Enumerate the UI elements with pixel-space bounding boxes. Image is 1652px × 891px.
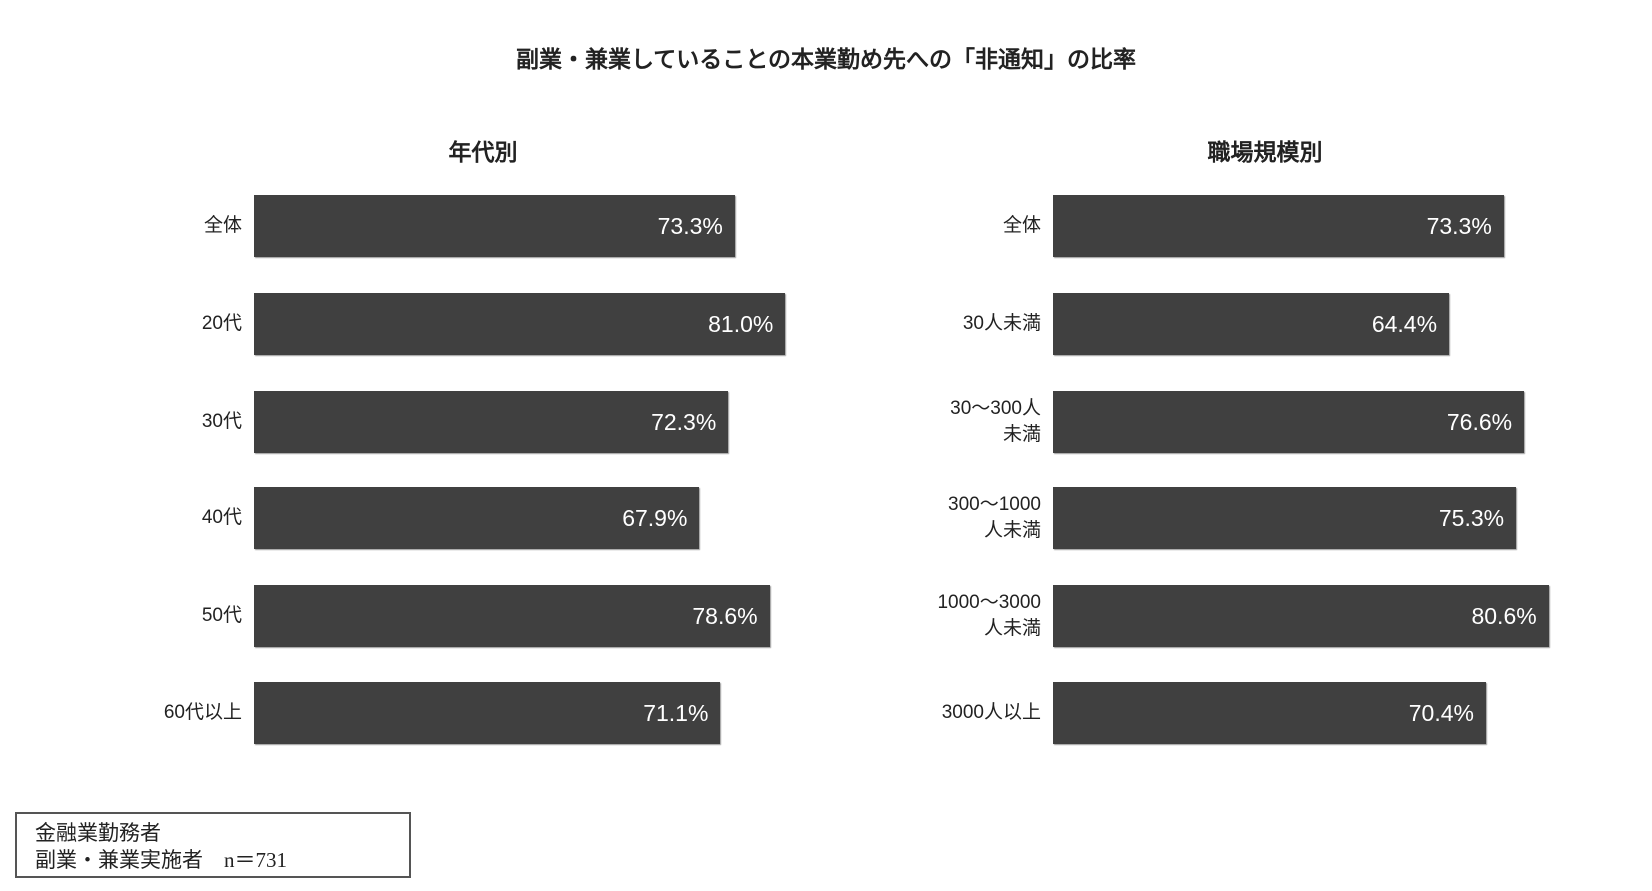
data-label: 76.6% [1446,409,1513,435]
data-label: 67.9% [622,505,688,531]
category-label: 40代 [201,507,242,528]
bar [254,391,729,453]
bar [1053,682,1486,744]
bar [1053,293,1450,355]
category-label: 30人未満 [962,313,1041,334]
data-label: 73.3% [1426,213,1492,239]
data-label: 71.1% [643,700,709,726]
bar [1053,391,1525,453]
bar [1053,195,1504,257]
category-label: 全体 [203,215,242,236]
category-label: 全体 [1002,215,1041,236]
category-label: 50代 [201,605,242,626]
data-label: 75.3% [1438,505,1505,531]
category-label: 20代 [201,313,242,334]
sample-note: 金融業勤務者 副業・兼業実施者 n＝731 [15,812,411,878]
bar [254,682,721,744]
data-label: 78.6% [692,603,758,629]
note-line2: 副業・兼業実施者 n＝731 [35,848,287,872]
category-label: 30～300人 未満 [950,398,1041,445]
note-line1: 金融業勤務者 [35,821,161,845]
chart-title: 副業・兼業していることの本業勤め先への「非通知」の比率 [515,47,1137,72]
category-label: 3000人以上 [941,702,1041,723]
bar [1053,585,1549,647]
subtitle-age: 年代別 [448,140,518,165]
data-label: 72.3% [651,409,717,435]
category-label: 60代以上 [163,702,242,723]
bar [1053,487,1517,549]
data-label: 73.3% [657,213,723,239]
bar [254,585,770,647]
category-label: 30代 [201,411,242,432]
bar [254,195,735,257]
data-label: 70.4% [1408,700,1474,726]
data-label: 64.4% [1371,311,1438,337]
category-label: 300～1000 人未満 [948,494,1041,541]
data-label: 80.6% [1471,603,1537,629]
category-label: 1000～3000 人未満 [937,592,1041,639]
subtitle-size: 職場規模別 [1207,140,1323,165]
bar [254,487,700,549]
data-label: 81.0% [708,311,774,337]
bar [254,293,786,355]
